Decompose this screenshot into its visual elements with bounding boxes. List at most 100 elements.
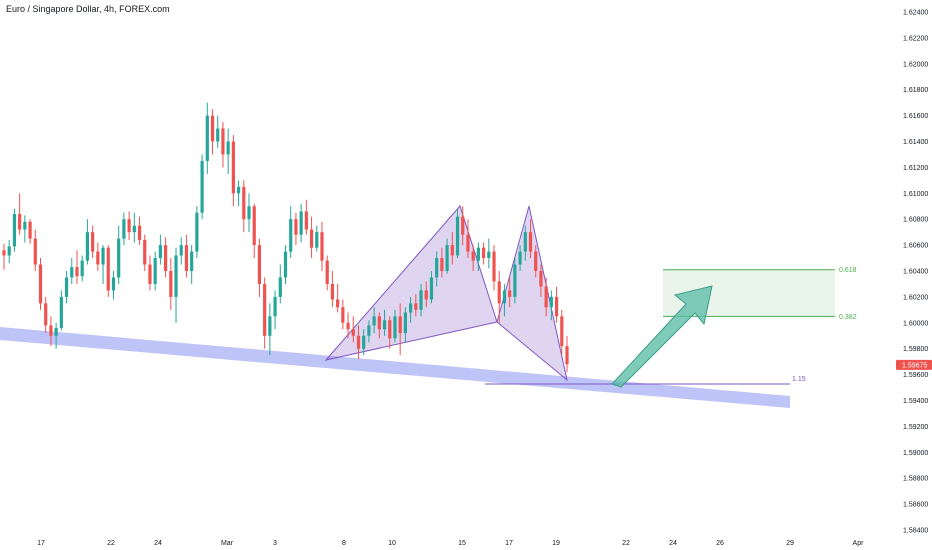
candle-body [44,303,48,326]
candle-body [59,296,63,328]
candle-body [169,271,173,297]
candle-body [164,245,168,271]
candle-body [341,307,345,323]
candle-body [278,277,282,297]
candle-body [539,271,543,287]
y-tick-label: 1.61000 [903,191,928,198]
y-tick-label: 1.62000 [903,61,928,68]
y-tick-label: 1.60000 [903,320,928,327]
candle-body [54,327,58,336]
candle-body [137,225,142,240]
candle-body [111,277,116,291]
last-price-badge [896,359,932,370]
projection-arrow [611,285,713,388]
candle-body [242,186,246,220]
y-tick-label: 1.61600 [903,113,928,120]
candle-body [476,247,480,261]
y-tick-label: 1.60800 [903,217,928,224]
candle-body [534,251,538,271]
candle-body [184,245,189,271]
candle-body [106,247,110,291]
y-tick-label: 1.60600 [903,243,928,250]
x-tick-label: 24 [154,540,162,547]
candle-body [148,264,152,284]
candle-body [85,232,90,261]
candle-body [143,239,147,265]
x-tick-label: 22 [107,540,115,547]
y-tick-label: 1.60200 [903,294,928,301]
candle-body [132,225,136,233]
candle-body [49,325,53,336]
candle-body [497,281,501,304]
candle-body [289,219,293,252]
candle-body [257,245,262,284]
candle-body [492,251,496,282]
candle-body [96,251,100,265]
candle-body [91,232,95,252]
candle-body [398,316,402,334]
candle-body [554,296,559,317]
candle-body [377,316,381,330]
candle-body [299,211,303,235]
y-tick-label: 1.58800 [903,476,928,483]
projection-arrow-layer [611,285,713,388]
candle-body [23,221,27,230]
candle-body [440,258,444,271]
candle-body [409,303,413,313]
candle-body [455,216,460,256]
candle-body [393,316,397,339]
x-tick-label: 10 [388,540,396,547]
y-tick-label: 1.59200 [903,424,928,431]
candle-body [372,316,376,326]
candle-body [315,232,319,248]
candle-body [158,245,162,259]
x-tick-label: Apr [853,540,865,547]
candle-body [403,312,407,334]
candle-body [424,290,428,300]
candle-body [513,264,517,297]
candle-body [435,258,439,278]
candle-body [487,251,491,259]
candle-body [565,346,569,365]
candle-body [200,160,204,213]
candle-body [2,250,6,256]
candle-body [195,212,199,252]
candle-body [216,128,220,142]
candle-body [174,255,178,297]
candle-body [12,214,17,247]
candle-body [461,216,465,235]
candle-body [330,283,335,300]
candle-body [117,238,121,278]
candle-body [283,251,288,278]
candle-body [528,232,533,252]
candle-body [205,115,209,161]
x-tick-label: 3 [273,540,277,547]
candle-body [273,296,277,317]
trendline-band-layer [0,327,790,408]
candle-body [226,141,230,155]
candle-body [560,316,564,347]
support-band [0,327,790,408]
candle-body [221,128,225,155]
y-tick-label: 1.58400 [903,528,928,535]
y-tick-label: 1.60400 [903,269,928,276]
pattern-ratio-label: 1.15 [792,376,806,383]
y-tick-label: 1.59800 [903,346,928,353]
x-tick-label: 26 [716,540,724,547]
candle-body [153,258,157,284]
y-tick-label: 1.61800 [903,87,928,94]
candle-body [544,286,548,308]
candle-body [80,260,84,277]
candle-body [101,247,105,265]
y-tick-label: 1.62200 [903,35,928,42]
candle-body [414,303,418,310]
candle-body [190,251,194,271]
candle-body [28,221,32,239]
candle-body [429,277,434,300]
candle-body [362,335,366,349]
pattern-triangle-bcd [496,205,568,382]
time-axis: 17 22 24 Mar 3 8 10 15 17 19 22 24 26 29 Apr [37,540,864,547]
x-tick-label: 29 [786,540,794,547]
candle-body [445,245,449,271]
